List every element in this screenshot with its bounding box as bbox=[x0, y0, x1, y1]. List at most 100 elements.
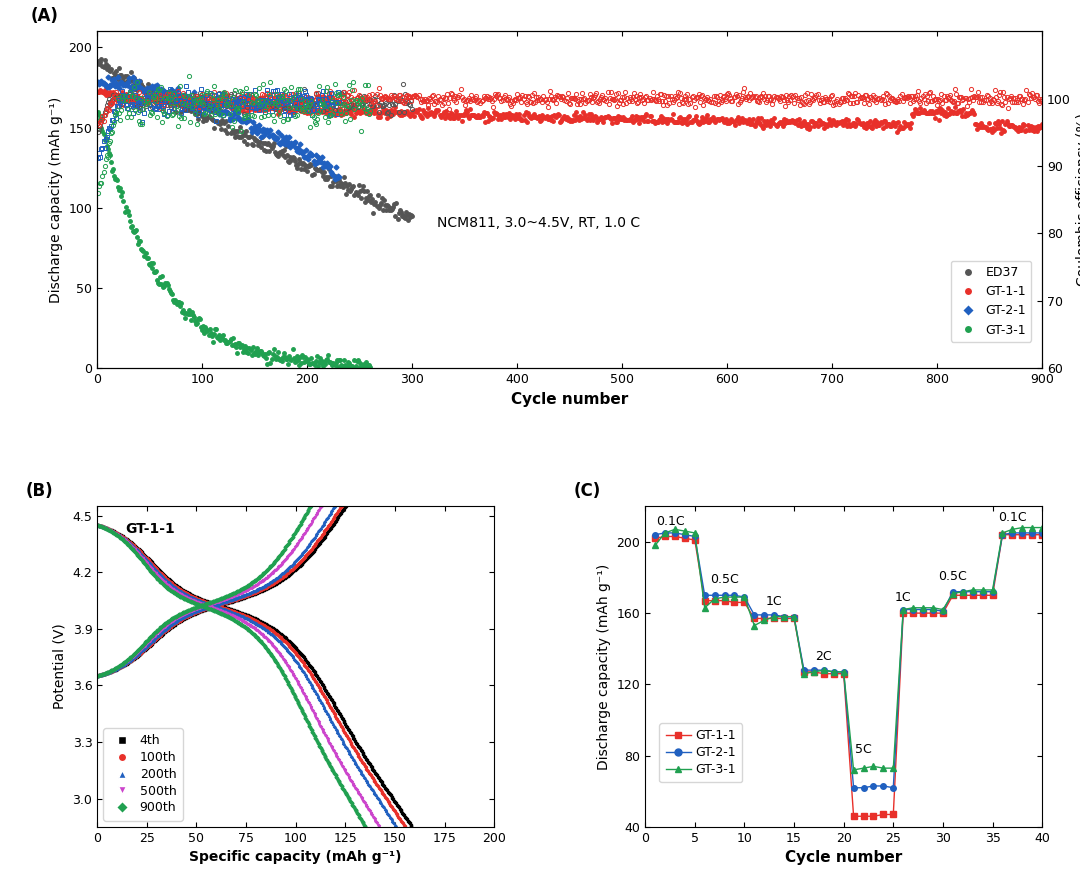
GT-1-1 bbox=[1005, 529, 1018, 540]
Text: GT-1-1: GT-1-1 bbox=[125, 522, 175, 536]
GT-1-1 bbox=[907, 608, 920, 619]
GT-2-1 bbox=[818, 665, 831, 676]
GT-1-1 bbox=[896, 608, 909, 619]
Line: GT-3-1: GT-3-1 bbox=[652, 525, 1045, 772]
GT-2-1 bbox=[688, 531, 701, 542]
GT-1-1 bbox=[1026, 529, 1039, 540]
GT-3-1 bbox=[858, 763, 870, 773]
GT-1-1 bbox=[858, 811, 870, 822]
GT-2-1 bbox=[976, 586, 989, 597]
GT-1-1 bbox=[927, 608, 940, 619]
GT-3-1 bbox=[827, 667, 840, 678]
GT-1-1 bbox=[778, 613, 791, 624]
GT-2-1 bbox=[649, 529, 662, 540]
GT-3-1 bbox=[887, 763, 900, 773]
GT-2-1 bbox=[787, 611, 800, 622]
GT-1-1 bbox=[1036, 529, 1049, 540]
GT-2-1 bbox=[847, 782, 860, 793]
Text: (B): (B) bbox=[26, 482, 53, 500]
Y-axis label: Discharge capacity (mAh g⁻¹): Discharge capacity (mAh g⁻¹) bbox=[597, 563, 611, 770]
GT-2-1 bbox=[1016, 527, 1029, 538]
Text: 5C: 5C bbox=[855, 743, 872, 755]
GT-3-1 bbox=[1005, 524, 1018, 535]
GT-3-1 bbox=[738, 592, 751, 603]
GT-2-1 bbox=[917, 604, 930, 615]
GT-2-1 bbox=[946, 586, 959, 597]
GT-3-1 bbox=[896, 604, 909, 615]
Legend: ED37, GT-1-1, GT-2-1, GT-3-1: ED37, GT-1-1, GT-2-1, GT-3-1 bbox=[950, 261, 1031, 342]
GT-2-1 bbox=[956, 586, 969, 597]
GT-2-1 bbox=[659, 527, 672, 538]
GT-3-1 bbox=[718, 592, 731, 603]
GT-1-1 bbox=[699, 595, 712, 606]
Text: 1C: 1C bbox=[766, 595, 783, 608]
GT-3-1 bbox=[996, 527, 1009, 538]
Text: 1C: 1C bbox=[895, 591, 912, 604]
GT-2-1 bbox=[877, 780, 890, 791]
GT-1-1 bbox=[867, 811, 880, 822]
GT-1-1 bbox=[738, 597, 751, 608]
GT-1-1 bbox=[936, 608, 949, 619]
GT-1-1 bbox=[718, 595, 731, 606]
X-axis label: Cycle number: Cycle number bbox=[511, 392, 629, 407]
GT-1-1 bbox=[986, 590, 999, 601]
GT-3-1 bbox=[758, 615, 771, 626]
GT-3-1 bbox=[787, 611, 800, 622]
GT-3-1 bbox=[867, 761, 880, 772]
GT-1-1 bbox=[728, 597, 741, 608]
GT-1-1 bbox=[678, 533, 691, 544]
GT-2-1 bbox=[887, 782, 900, 793]
GT-2-1 bbox=[797, 665, 810, 676]
GT-1-1 bbox=[708, 595, 721, 606]
GT-2-1 bbox=[1026, 527, 1039, 538]
GT-2-1 bbox=[837, 667, 850, 678]
GT-1-1 bbox=[808, 667, 821, 678]
GT-3-1 bbox=[976, 585, 989, 595]
GT-2-1 bbox=[699, 590, 712, 601]
Text: 0.5C: 0.5C bbox=[711, 573, 739, 586]
GT-3-1 bbox=[927, 603, 940, 613]
GT-2-1 bbox=[758, 610, 771, 620]
GT-1-1 bbox=[768, 613, 781, 624]
GT-3-1 bbox=[708, 594, 721, 604]
GT-1-1 bbox=[967, 590, 980, 601]
GT-3-1 bbox=[956, 586, 969, 597]
GT-1-1 bbox=[669, 531, 681, 542]
GT-1-1 bbox=[847, 811, 860, 822]
GT-1-1 bbox=[827, 669, 840, 679]
Legend: 4th, 100th, 200th, 500th, 900th: 4th, 100th, 200th, 500th, 900th bbox=[104, 729, 183, 821]
GT-2-1 bbox=[936, 606, 949, 617]
Legend: GT-1-1, GT-2-1, GT-3-1: GT-1-1, GT-2-1, GT-3-1 bbox=[659, 723, 742, 782]
GT-3-1 bbox=[728, 592, 741, 603]
GT-3-1 bbox=[688, 527, 701, 538]
GT-3-1 bbox=[946, 588, 959, 599]
GT-1-1 bbox=[976, 590, 989, 601]
GT-2-1 bbox=[1005, 527, 1018, 538]
GT-2-1 bbox=[858, 782, 870, 793]
GT-3-1 bbox=[1016, 522, 1029, 533]
GT-3-1 bbox=[936, 604, 949, 615]
GT-2-1 bbox=[669, 527, 681, 538]
GT-3-1 bbox=[818, 665, 831, 676]
GT-3-1 bbox=[877, 763, 890, 773]
GT-3-1 bbox=[778, 611, 791, 622]
GT-2-1 bbox=[967, 586, 980, 597]
GT-3-1 bbox=[699, 603, 712, 613]
GT-1-1 bbox=[758, 613, 771, 624]
GT-1-1 bbox=[887, 809, 900, 820]
GT-3-1 bbox=[967, 585, 980, 595]
GT-3-1 bbox=[808, 667, 821, 678]
GT-3-1 bbox=[847, 764, 860, 775]
GT-1-1 bbox=[649, 533, 662, 544]
GT-3-1 bbox=[986, 585, 999, 595]
GT-1-1 bbox=[659, 531, 672, 542]
GT-2-1 bbox=[996, 529, 1009, 540]
X-axis label: Cycle number: Cycle number bbox=[785, 850, 902, 865]
GT-2-1 bbox=[896, 604, 909, 615]
GT-3-1 bbox=[678, 526, 691, 536]
GT-3-1 bbox=[747, 620, 760, 631]
GT-3-1 bbox=[659, 527, 672, 538]
GT-3-1 bbox=[1036, 522, 1049, 533]
Text: (A): (A) bbox=[31, 6, 59, 24]
Line: GT-1-1: GT-1-1 bbox=[652, 532, 1045, 819]
